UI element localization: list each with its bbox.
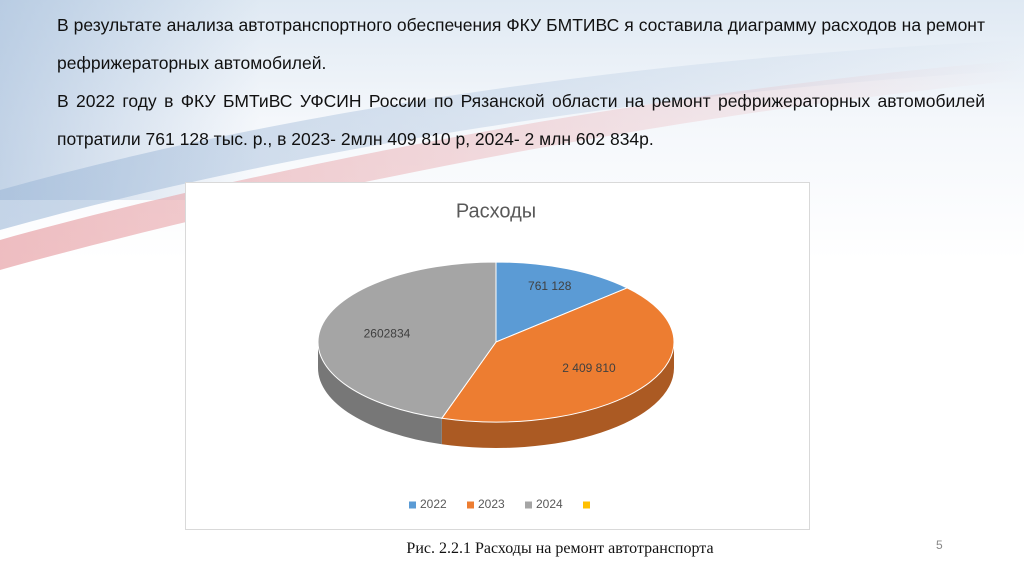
legend-swatch <box>467 501 474 509</box>
legend-swatch <box>583 501 590 509</box>
page-number: 5 <box>936 538 943 552</box>
chart-title: Расходы <box>456 200 536 222</box>
data-label: 2 409 810 <box>562 361 616 375</box>
pie-side <box>318 342 442 445</box>
legend-label: 2024 <box>536 497 563 511</box>
paragraph: В 2022 году в ФКУ БМТиВС УФСИН России по… <box>57 91 985 149</box>
legend-swatch <box>525 501 532 509</box>
legend-swatch <box>409 501 416 509</box>
pie-slice <box>317 261 497 419</box>
legend-label: 2022 <box>420 497 447 511</box>
chart: Расходы 761 128 2 409 810 2602834 2022 2023 2… <box>185 182 810 530</box>
pie-slice <box>440 287 675 423</box>
data-label: 761 128 <box>528 279 572 293</box>
pie-slice <box>495 261 629 343</box>
wave-red <box>0 60 1024 270</box>
legend-label: 2023 <box>478 497 505 511</box>
paragraph: В результате анализа автотранспортного о… <box>57 15 985 73</box>
data-label: 2602834 <box>364 327 411 341</box>
caption: Рис. 2.2.1 Расходы на ремонт автотранспо… <box>406 540 714 557</box>
pie-side <box>441 342 674 448</box>
